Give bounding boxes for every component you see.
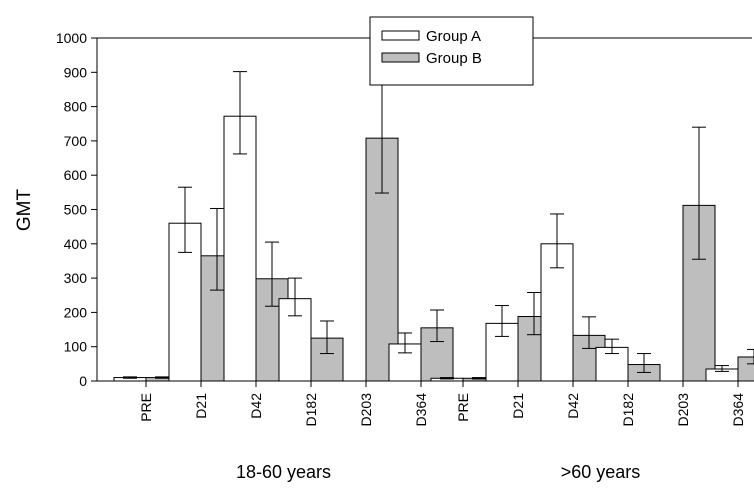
x-tick-label-0-PRE: PRE: [138, 393, 154, 422]
y-tick-label-1000: 1000: [56, 30, 87, 46]
group-label-1: >60 years: [561, 462, 641, 482]
x-tick-label-0-D364: D364: [413, 393, 429, 427]
legend-label-group-b: Group B: [426, 50, 482, 67]
x-tick-label-0-D203: D203: [358, 393, 374, 427]
y-tick-label-400: 400: [64, 236, 88, 252]
x-tick-label-1-D42: D42: [565, 393, 581, 419]
y-tick-label-0: 0: [79, 373, 87, 389]
x-tick-label-1-D364: D364: [730, 393, 746, 427]
bars: [113, 65, 754, 382]
x-tick-label-0-D42: D42: [248, 393, 264, 419]
x-tick-label-1-D21: D21: [510, 393, 526, 419]
bar-1-D364-group-b: [737, 356, 754, 382]
y-tick-label-600: 600: [64, 167, 88, 183]
y-tick-label-200: 200: [64, 304, 88, 320]
y-tick-label-300: 300: [64, 270, 88, 286]
x-tick-label-1-D203: D203: [675, 393, 691, 427]
y-tick-label-500: 500: [64, 202, 88, 218]
group-label-0: 18-60 years: [236, 462, 331, 482]
legend-swatch-group-b: [381, 52, 420, 63]
y-tick-label-800: 800: [64, 99, 88, 115]
axes: 0 100 200 300 400 500 600 700 800 900 1000 PRE D21 D4…: [56, 30, 752, 482]
y-axis-title: GMT: [14, 189, 35, 232]
x-tick-label-1-D182: D182: [620, 393, 636, 427]
y-tick-label-900: 900: [64, 64, 88, 80]
y-tick-label-700: 700: [64, 133, 88, 149]
x-tick-label-0-D21: D21: [193, 393, 209, 419]
legend-box: [369, 16, 534, 86]
legend-swatch-group-a: [381, 30, 420, 41]
bar-0-D42-group-a: [223, 115, 257, 382]
x-tick-label-1-PRE: PRE: [455, 393, 471, 422]
legend: Group A Group B: [369, 16, 534, 86]
x-tick-label-0-D182: D182: [303, 393, 319, 427]
y-tick-label-100: 100: [64, 339, 88, 355]
legend-label-group-a: Group A: [426, 28, 481, 45]
